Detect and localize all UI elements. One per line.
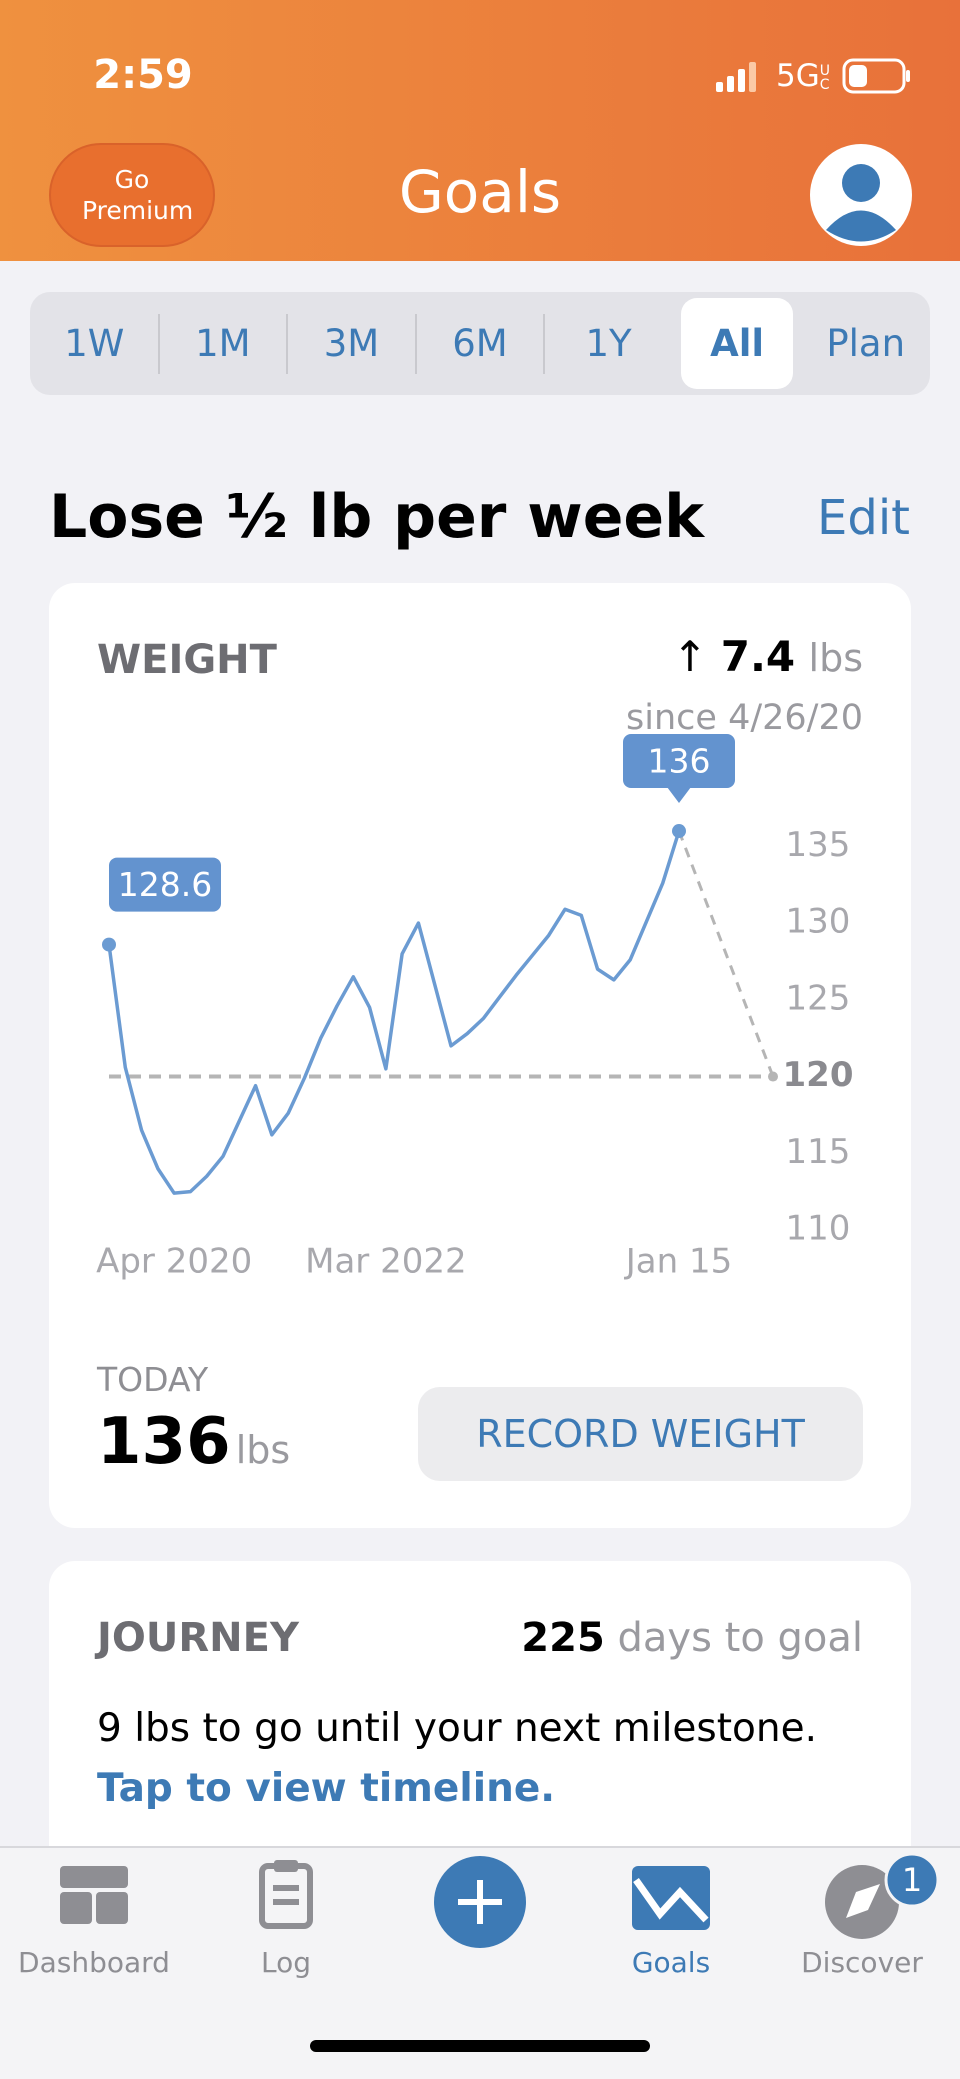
days-to-goal: 225 days to goal — [521, 1615, 863, 1661]
days-value: 225 — [521, 1615, 605, 1661]
signal-icon — [716, 62, 756, 92]
network: 5G — [776, 58, 820, 94]
range-tab[interactable]: 3M — [323, 322, 380, 365]
range-tab[interactable]: 6M — [452, 322, 508, 365]
milestone-text: 9 lbs to go until your next milestone. — [97, 1706, 817, 1751]
weight-change: ↑ 7.4 lbs — [672, 632, 863, 681]
page-title: Goals — [398, 158, 562, 226]
range-tab[interactable]: 1Y — [585, 322, 632, 365]
home-indicator — [310, 2040, 650, 2052]
range-tab[interactable]: 1M — [195, 322, 251, 365]
battery-icon — [842, 58, 910, 94]
tab-separator — [414, 314, 417, 374]
journey-heading: JOURNEY — [97, 1615, 299, 1661]
days-text: days to goal — [617, 1615, 864, 1661]
change-arrow: ↑ — [672, 632, 708, 681]
tab-label[interactable]: Goals — [631, 1946, 711, 1979]
status-time: 2:59 — [93, 52, 193, 98]
today-unit: lbs — [235, 1428, 291, 1472]
go-premium-label: Go Premium — [82, 165, 194, 225]
timeline-link[interactable]: Tap to view timeline. — [97, 1766, 556, 1811]
tab-separator — [157, 314, 160, 374]
record-weight-button[interactable]: RECORD WEIGHT — [418, 1387, 863, 1481]
tab-label[interactable]: Log — [260, 1946, 311, 1979]
today-value: 136 — [97, 1405, 231, 1479]
network-label: 5GUC — [776, 58, 832, 94]
tab-separator — [543, 314, 546, 374]
today-weight: 136 lbs — [97, 1405, 290, 1479]
tab-icons: 1 — [60, 1852, 940, 1948]
today-label: TODAY — [97, 1360, 209, 1399]
discover-badge: 1 — [902, 1861, 922, 1899]
profile-avatar[interactable] — [809, 143, 913, 247]
edit-link[interactable]: Edit — [817, 490, 910, 546]
range-tabs: 1W 1M 3M 6M 1Y All Plan — [30, 292, 930, 395]
change-unit: lbs — [808, 636, 863, 680]
goal-title: Lose ½ lb per week — [49, 482, 704, 552]
change-value: 7.4 — [720, 632, 796, 681]
tab-separator — [286, 314, 289, 374]
change-since: since 4/26/20 — [626, 698, 863, 738]
tab-label[interactable]: Discover — [801, 1946, 923, 1979]
tab-label[interactable]: Dashboard — [18, 1946, 170, 1979]
range-tab[interactable]: Plan — [826, 322, 906, 365]
network-suffix: UC — [819, 62, 830, 93]
go-premium-button[interactable]: Go Premium — [49, 143, 215, 247]
weight-heading: WEIGHT — [97, 637, 277, 683]
range-tab[interactable]: All — [680, 298, 794, 389]
range-tab[interactable]: 1W — [64, 322, 125, 365]
